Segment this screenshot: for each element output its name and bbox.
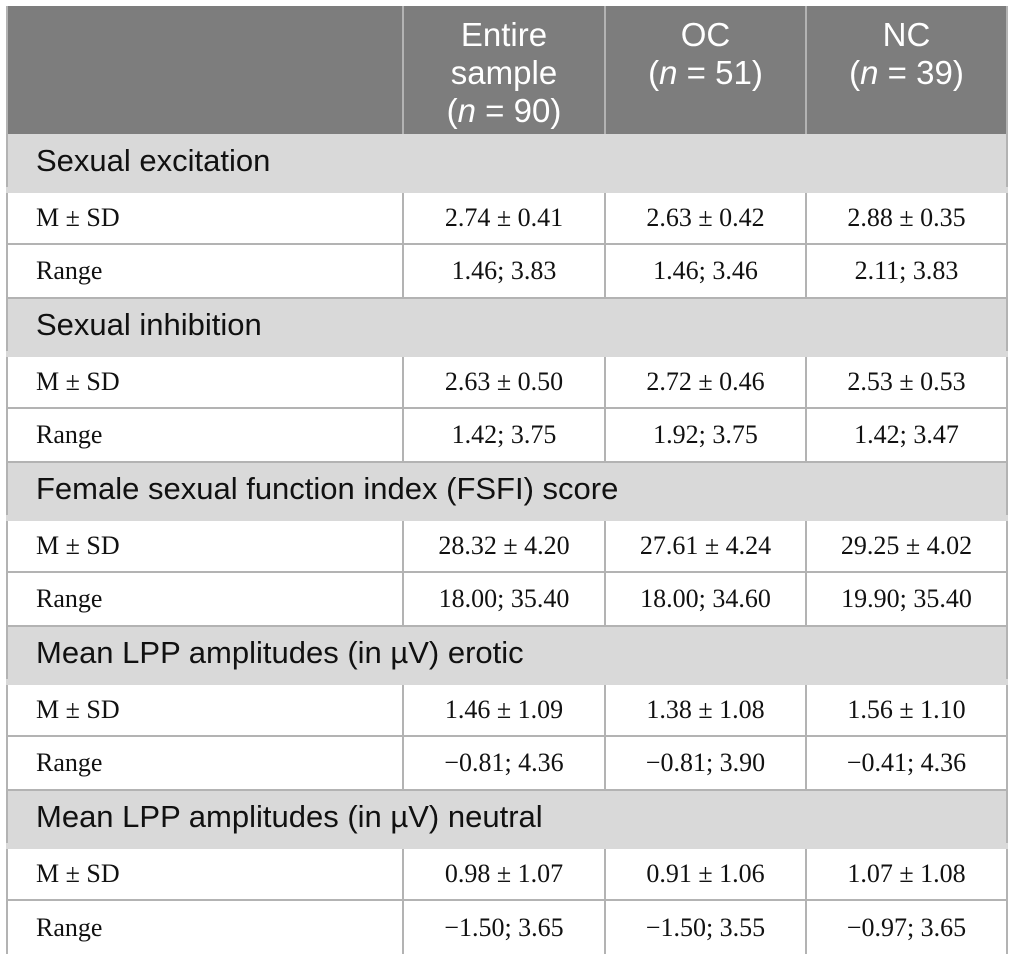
n-symbol: n <box>457 92 477 129</box>
cell-entire-sample: 0.98 ± 1.07 <box>402 846 606 901</box>
header-n: (n = 39) <box>813 54 1000 92</box>
cell-oc: 2.72 ± 0.46 <box>604 354 807 409</box>
cell-entire-sample: 2.74 ± 0.41 <box>402 190 606 245</box>
section-title: Mean LPP amplitudes (in µV) erotic <box>6 626 1008 685</box>
row-label: M ± SD <box>6 518 404 573</box>
table-row-range: Range 1.42; 3.75 1.92; 3.75 1.42; 3.47 <box>6 408 1008 463</box>
cell-entire-sample: 2.63 ± 0.50 <box>402 354 606 409</box>
cell-oc: −1.50; 3.55 <box>604 900 807 954</box>
cell-nc: 29.25 ± 4.02 <box>805 518 1008 573</box>
row-label: Range <box>6 244 404 299</box>
cell-oc: 1.38 ± 1.08 <box>604 682 807 737</box>
open-paren: ( <box>446 92 458 129</box>
table-row-range: Range 1.46; 3.83 1.46; 3.46 2.11; 3.83 <box>6 244 1008 299</box>
table-row-mean-sd: M ± SD 2.63 ± 0.50 2.72 ± 0.46 2.53 ± 0.… <box>6 354 1008 409</box>
row-label: M ± SD <box>6 190 404 245</box>
n-symbol: n <box>659 54 678 91</box>
cell-entire-sample: 18.00; 35.40 <box>402 572 606 627</box>
header-line: Entire <box>460 16 548 53</box>
cell-entire-sample: 1.46 ± 1.09 <box>402 682 606 737</box>
header-cell-empty <box>6 6 404 134</box>
table-row-range: Range 18.00; 35.40 18.00; 34.60 19.90; 3… <box>6 572 1008 627</box>
cell-nc: −0.41; 4.36 <box>805 736 1008 791</box>
section-row: Sexual excitation <box>6 134 1008 193</box>
row-label: M ± SD <box>6 354 404 409</box>
row-label: Range <box>6 736 404 791</box>
cell-nc: 2.88 ± 0.35 <box>805 190 1008 245</box>
header-cell-entire-sample: Entire sample (n = 90) <box>402 6 606 134</box>
cell-nc: 2.11; 3.83 <box>805 244 1008 299</box>
row-label: M ± SD <box>6 846 404 901</box>
cell-entire-sample: 1.42; 3.75 <box>402 408 606 463</box>
n-value: = 39) <box>878 54 964 91</box>
cell-oc: 27.61 ± 4.24 <box>604 518 807 573</box>
cell-nc: 2.53 ± 0.53 <box>805 354 1008 409</box>
table-row-range: Range −0.81; 4.36 −0.81; 3.90 −0.41; 4.3… <box>6 736 1008 791</box>
table-row-mean-sd: M ± SD 2.74 ± 0.41 2.63 ± 0.42 2.88 ± 0.… <box>6 190 1008 245</box>
statistics-table: Entire sample (n = 90) OC (n = 51) NC (n… <box>6 6 1008 954</box>
row-label: Range <box>6 900 404 954</box>
cell-oc: 1.46; 3.46 <box>604 244 807 299</box>
row-label: M ± SD <box>6 682 404 737</box>
table-body: Sexual excitation M ± SD 2.74 ± 0.41 2.6… <box>6 134 1008 954</box>
n-value: = 51) <box>677 54 763 91</box>
section-row: Female sexual function index (FSFI) scor… <box>6 462 1008 521</box>
header-n: (n = 51) <box>612 54 799 92</box>
section-title: Sexual inhibition <box>6 298 1008 357</box>
table-row-mean-sd: M ± SD 0.98 ± 1.07 0.91 ± 1.06 1.07 ± 1.… <box>6 846 1008 901</box>
n-value: = 90) <box>476 92 562 129</box>
cell-nc: −0.97; 3.65 <box>805 900 1008 954</box>
section-title: Mean LPP amplitudes (in µV) neutral <box>6 790 1008 849</box>
open-paren: ( <box>648 54 660 91</box>
header-line: sample <box>450 54 558 91</box>
cell-entire-sample: −1.50; 3.65 <box>402 900 606 954</box>
header-line: NC <box>882 16 931 53</box>
table-row-mean-sd: M ± SD 1.46 ± 1.09 1.38 ± 1.08 1.56 ± 1.… <box>6 682 1008 737</box>
cell-oc: 1.92; 3.75 <box>604 408 807 463</box>
table-row-mean-sd: M ± SD 28.32 ± 4.20 27.61 ± 4.24 29.25 ±… <box>6 518 1008 573</box>
n-symbol: n <box>860 54 879 91</box>
cell-nc: 1.07 ± 1.08 <box>805 846 1008 901</box>
row-label: Range <box>6 572 404 627</box>
cell-nc: 19.90; 35.40 <box>805 572 1008 627</box>
cell-oc: 18.00; 34.60 <box>604 572 807 627</box>
header-row: Entire sample (n = 90) OC (n = 51) NC (n… <box>6 6 1008 134</box>
cell-entire-sample: −0.81; 4.36 <box>402 736 606 791</box>
section-row: Mean LPP amplitudes (in µV) erotic <box>6 626 1008 685</box>
header-line: OC <box>680 16 731 53</box>
cell-entire-sample: 28.32 ± 4.20 <box>402 518 606 573</box>
cell-entire-sample: 1.46; 3.83 <box>402 244 606 299</box>
cell-oc: 0.91 ± 1.06 <box>604 846 807 901</box>
header-cell-oc: OC (n = 51) <box>604 6 807 134</box>
open-paren: ( <box>849 54 861 91</box>
section-title: Female sexual function index (FSFI) scor… <box>6 462 1008 521</box>
table-row-range: Range −1.50; 3.65 −1.50; 3.55 −0.97; 3.6… <box>6 900 1008 954</box>
cell-nc: 1.42; 3.47 <box>805 408 1008 463</box>
header-n: (n = 90) <box>410 92 598 130</box>
table-header: Entire sample (n = 90) OC (n = 51) NC (n… <box>6 6 1008 134</box>
section-row: Mean LPP amplitudes (in µV) neutral <box>6 790 1008 849</box>
section-row: Sexual inhibition <box>6 298 1008 357</box>
header-cell-nc: NC (n = 39) <box>805 6 1008 134</box>
row-label: Range <box>6 408 404 463</box>
cell-nc: 1.56 ± 1.10 <box>805 682 1008 737</box>
section-title: Sexual excitation <box>6 134 1008 193</box>
cell-oc: 2.63 ± 0.42 <box>604 190 807 245</box>
cell-oc: −0.81; 3.90 <box>604 736 807 791</box>
